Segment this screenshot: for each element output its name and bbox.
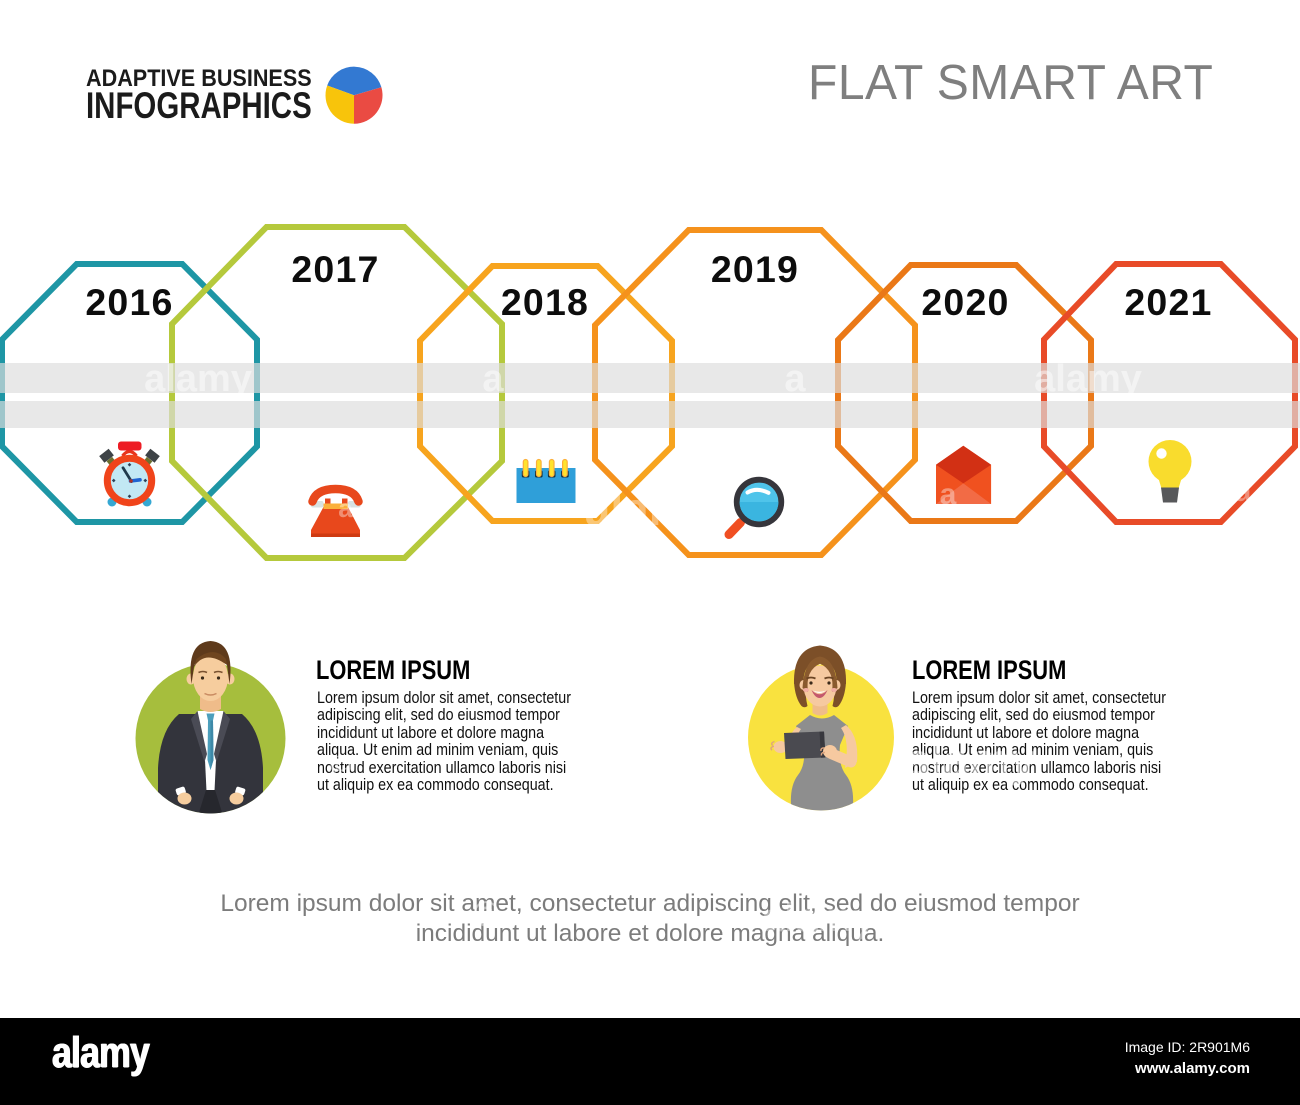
svg-text:2021: 2021	[1124, 281, 1212, 323]
svg-text:2017: 2017	[291, 248, 379, 290]
svg-text:a: a	[338, 493, 353, 523]
svg-text:a: a	[940, 478, 957, 511]
svg-text:2016: 2016	[85, 281, 173, 323]
svg-text:2020: 2020	[921, 281, 1009, 323]
svg-text:2019: 2019	[711, 248, 799, 290]
svg-text:alamy: alamy	[1034, 358, 1142, 400]
svg-text:a: a	[0, 474, 9, 510]
svg-text:alamy: alamy	[144, 358, 252, 400]
svg-text:a: a	[482, 358, 504, 400]
svg-text:2018: 2018	[501, 281, 589, 323]
svg-text:a: a	[1235, 475, 1252, 508]
svg-text:alamy: alamy	[585, 483, 716, 535]
svg-text:a: a	[784, 358, 806, 400]
